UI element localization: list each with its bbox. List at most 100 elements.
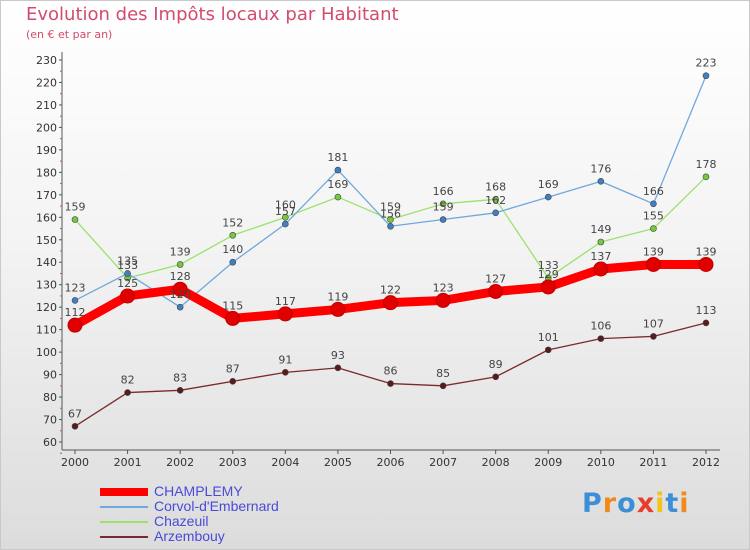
legend-item-arzembouy: Arzembouy <box>100 529 279 544</box>
data-label: 176 <box>590 162 611 175</box>
data-point <box>597 178 605 185</box>
data-point <box>492 373 499 381</box>
data-point <box>282 213 289 221</box>
logo-letter: o <box>617 488 637 519</box>
data-label: 223 <box>696 57 717 70</box>
logo-letter: t <box>665 488 680 519</box>
legend-label: Corvol-d'Embernard <box>154 498 279 514</box>
data-point <box>597 238 605 246</box>
y-tick-label: 130 <box>36 279 57 292</box>
legend-swatch <box>100 505 148 508</box>
y-tick-label: 120 <box>36 301 57 314</box>
proxiti-logo: Proxiti <box>582 488 690 519</box>
data-point <box>387 222 394 230</box>
data-point <box>330 301 346 317</box>
data-label: 101 <box>538 331 559 344</box>
data-label: 169 <box>538 178 559 191</box>
y-tick-label: 190 <box>36 144 57 157</box>
data-label: 83 <box>173 371 187 384</box>
data-point <box>277 306 293 322</box>
data-point <box>540 279 556 295</box>
legend: CHAMPLEMY Corvol-d'Embernard Chazeuil Ar… <box>100 484 279 544</box>
x-tick-label: 2004 <box>271 456 299 469</box>
data-label: 166 <box>433 185 454 198</box>
y-tick-label: 160 <box>36 211 57 224</box>
data-point <box>229 258 237 266</box>
data-label: 89 <box>489 358 503 371</box>
data-point <box>334 166 342 174</box>
data-label: 159 <box>380 201 401 214</box>
data-point <box>383 295 398 311</box>
legend-label: Chazeuil <box>154 513 209 529</box>
x-tick-label: 2002 <box>166 456 194 469</box>
data-point <box>650 333 657 340</box>
legend-swatch <box>100 487 148 496</box>
data-label: 67 <box>68 407 82 420</box>
legend-swatch <box>100 535 148 538</box>
data-label: 159 <box>65 201 86 214</box>
data-label: 117 <box>275 295 296 308</box>
data-point <box>488 283 504 299</box>
data-point <box>439 216 447 223</box>
data-label: 178 <box>696 158 717 171</box>
legend-label: CHAMPLEMY <box>154 483 243 499</box>
data-point <box>702 173 710 181</box>
data-label: 149 <box>590 223 611 236</box>
data-label: 112 <box>65 306 86 319</box>
data-label: 159 <box>433 201 454 214</box>
data-label: 106 <box>590 320 611 333</box>
data-point <box>334 193 342 201</box>
y-tick-label: 100 <box>36 346 57 359</box>
data-label: 135 <box>117 254 138 267</box>
data-label: 122 <box>380 284 401 297</box>
x-tick-label: 2006 <box>377 456 405 469</box>
data-label: 113 <box>696 304 717 317</box>
data-point <box>387 380 394 387</box>
x-tick-label: 2001 <box>114 456 142 469</box>
data-label: 125 <box>117 277 138 290</box>
data-point <box>698 256 714 272</box>
data-label: 120 <box>170 288 191 301</box>
data-label: 139 <box>696 245 717 258</box>
legend-item-champlemy: CHAMPLEMY <box>100 484 279 499</box>
logo-letter: r <box>602 488 618 519</box>
y-tick-label: 140 <box>36 256 57 269</box>
y-tick-label: 70 <box>43 414 57 427</box>
y-tick-label: 170 <box>36 189 57 202</box>
data-label: 139 <box>643 245 664 258</box>
y-tick-label: 180 <box>36 166 57 179</box>
data-point <box>492 209 499 217</box>
data-label: 129 <box>538 268 559 281</box>
y-tick-label: 200 <box>36 121 57 134</box>
data-point <box>597 335 605 342</box>
x-tick-label: 2005 <box>324 456 352 469</box>
y-tick-label: 230 <box>36 54 57 67</box>
data-point <box>702 319 710 327</box>
x-tick-label: 2010 <box>587 456 615 469</box>
y-tick-label: 150 <box>36 234 57 247</box>
data-point <box>650 200 657 208</box>
data-point <box>544 346 552 354</box>
data-point <box>176 261 184 268</box>
chart-subtitle: (en € et par an) <box>26 28 113 41</box>
data-point <box>439 200 447 208</box>
data-label: 157 <box>275 205 296 218</box>
data-point <box>120 288 136 304</box>
data-label: 87 <box>226 362 240 375</box>
data-point <box>124 389 131 396</box>
y-tick-label: 80 <box>43 391 57 404</box>
logo-letter: P <box>582 488 603 519</box>
x-tick-label: 2008 <box>482 456 510 469</box>
logo-letter: i <box>679 488 690 519</box>
data-point <box>124 270 131 277</box>
data-label: 152 <box>222 216 243 229</box>
data-label: 107 <box>643 317 664 330</box>
data-point <box>282 369 289 376</box>
y-tick-label: 220 <box>36 76 57 89</box>
data-label: 82 <box>121 374 135 387</box>
y-tick-label: 210 <box>36 99 57 112</box>
data-label: 168 <box>485 180 506 193</box>
data-label: 160 <box>275 198 296 211</box>
data-point <box>650 225 657 232</box>
